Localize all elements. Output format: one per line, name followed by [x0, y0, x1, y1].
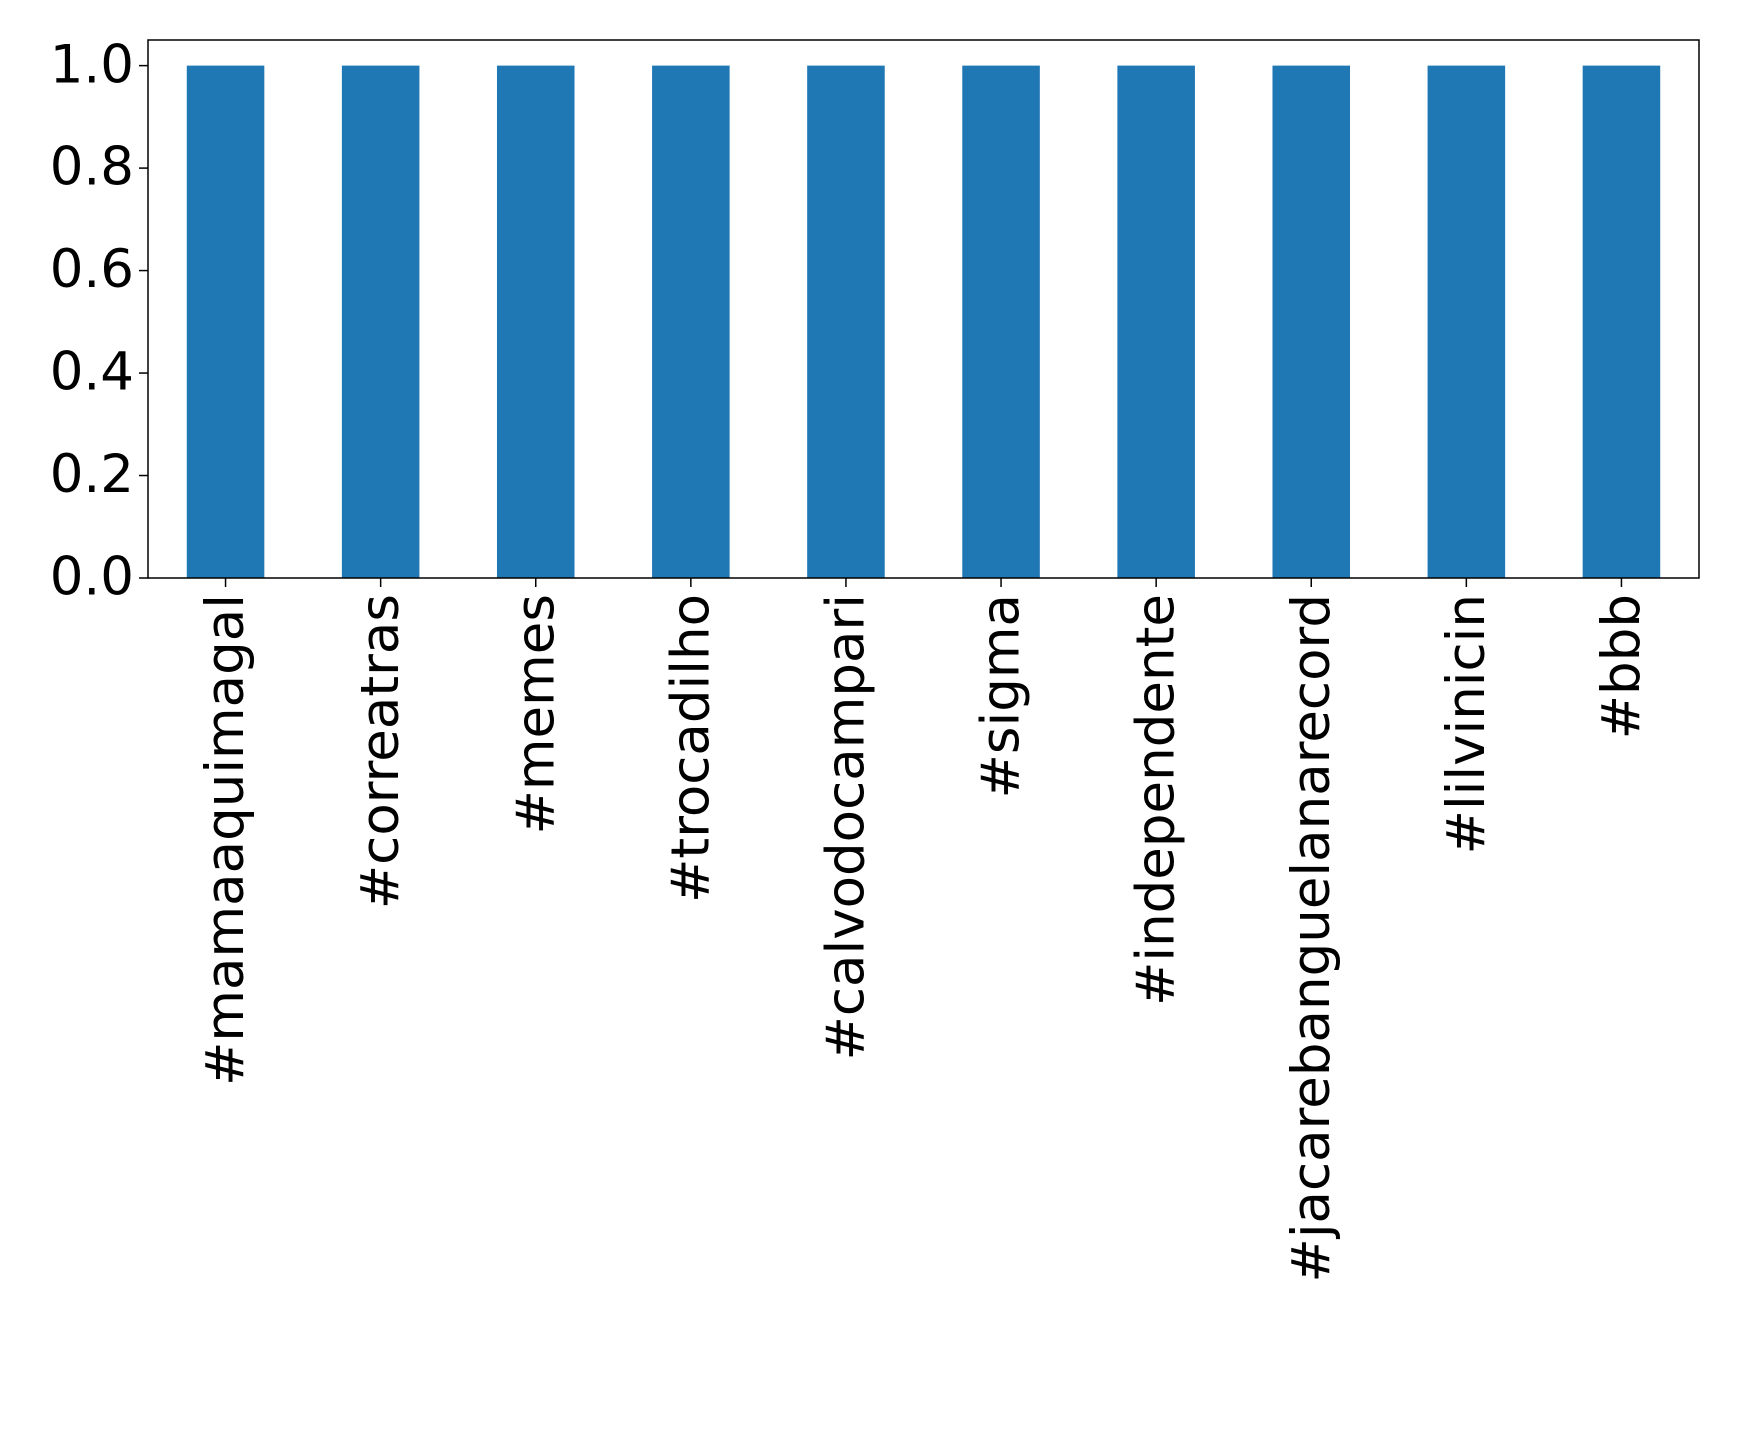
y-tick-label: 1.0 — [50, 34, 134, 95]
bar — [807, 65, 885, 579]
x-tick-label: #bbb — [1591, 594, 1652, 739]
bar — [1272, 65, 1351, 579]
bar — [1582, 65, 1661, 579]
x-tick-label: #independente — [1126, 594, 1187, 1006]
bar — [496, 65, 575, 579]
x-tick-label: #lilvinicin — [1436, 594, 1497, 854]
y-tick-label: 0.2 — [50, 444, 134, 505]
bar — [341, 65, 420, 579]
x-tick-label: #trocadilho — [660, 594, 721, 903]
bar — [652, 65, 730, 579]
bar — [1117, 65, 1195, 579]
y-tick-label: 0.6 — [50, 239, 134, 300]
x-tick-label: #jacarebanguelanarecord — [1281, 594, 1342, 1283]
x-tick-label: #mamaaquimagal — [195, 594, 256, 1086]
x-tick-label: #correatras — [350, 594, 411, 909]
bar — [1427, 65, 1506, 579]
x-tick-label: #calvodocampari — [815, 594, 876, 1061]
y-tick-label: 0.8 — [50, 137, 134, 198]
y-tick-label: 0.0 — [50, 547, 134, 608]
x-tick-label: #sigma — [971, 594, 1032, 799]
x-tick-label: #memes — [505, 594, 566, 835]
plot-frame — [147, 39, 1700, 579]
y-tick-label: 0.4 — [50, 342, 134, 403]
bar — [186, 65, 265, 579]
bar — [962, 65, 1040, 579]
